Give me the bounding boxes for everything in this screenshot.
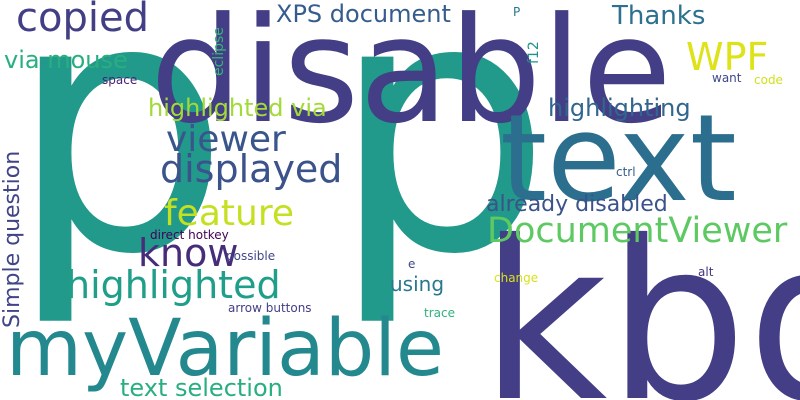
word-highlighting: highlighting xyxy=(548,94,691,122)
word-arrow-buttons: arrow buttons xyxy=(228,301,312,315)
word-know: know xyxy=(138,231,239,275)
word-possible: possible xyxy=(226,249,276,263)
word-viewer: viewer xyxy=(166,119,286,160)
word-already-disabled: already disabled xyxy=(486,192,668,217)
word-space: space xyxy=(102,73,138,87)
word-Simple-question: Simple question xyxy=(0,150,25,328)
word-p-right: p xyxy=(330,0,553,331)
word-myVariable: myVariable xyxy=(6,304,444,394)
word-kbd: kbd xyxy=(480,194,800,400)
word-text: text xyxy=(500,90,737,229)
word-eclipse: eclipse xyxy=(211,27,227,76)
word-using: using xyxy=(390,272,445,296)
word-displayed: displayed xyxy=(160,147,343,191)
word-ctrl: ctrl xyxy=(616,165,636,179)
word-f12: f12 xyxy=(526,41,542,64)
word-want: want xyxy=(712,71,742,85)
word-p-left: p xyxy=(8,0,231,331)
word-highlighted: highlighted xyxy=(66,263,281,307)
word-copied: copied xyxy=(16,0,149,41)
word-DocumentViewer: DocumentViewer xyxy=(487,211,788,251)
word-change: change xyxy=(494,271,539,285)
word-e: e xyxy=(408,257,416,271)
word-XPS-document: XPS document xyxy=(276,0,451,28)
word-P: P xyxy=(513,5,521,19)
word-alt: alt xyxy=(698,265,714,279)
word-text-selection: text selection xyxy=(120,374,283,400)
word-feature: feature xyxy=(164,193,294,234)
word-disable: disable xyxy=(150,0,672,156)
word-code: code xyxy=(754,73,783,87)
word-highlighted-via: highlighted via xyxy=(148,94,327,122)
word-Thanks: Thanks xyxy=(612,1,706,31)
word-trace: trace xyxy=(424,306,455,320)
word-WPF: WPF xyxy=(686,35,769,79)
word-direct-hotkey: direct hotkey xyxy=(150,228,229,242)
word-via-mouse: via mouse xyxy=(4,46,128,74)
